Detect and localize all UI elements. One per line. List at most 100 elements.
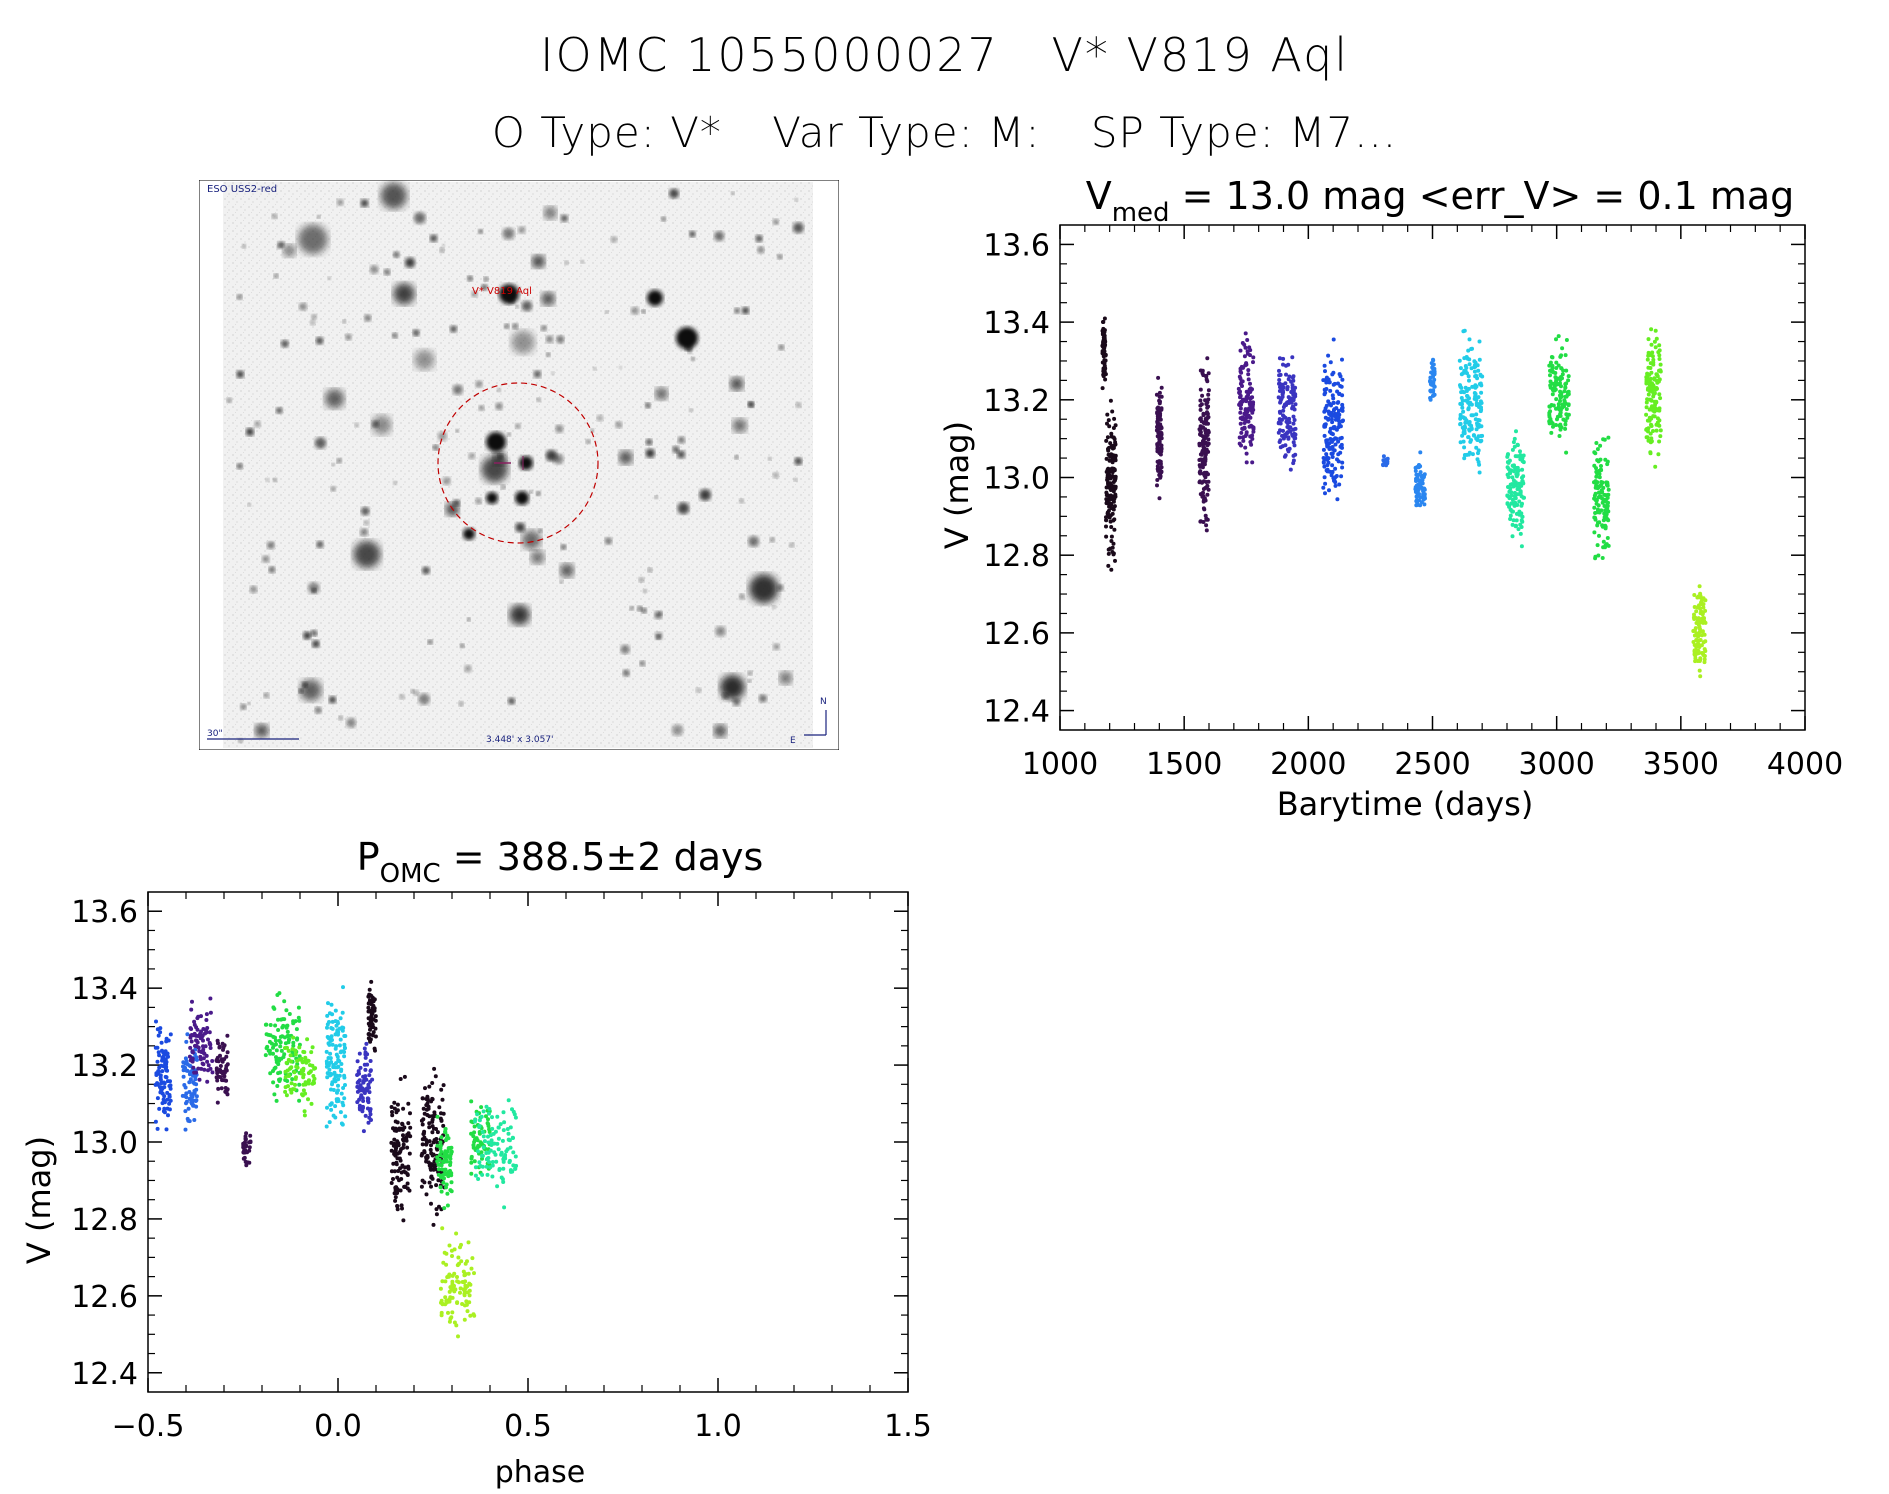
- data-point: [155, 1059, 160, 1064]
- star: [553, 453, 564, 465]
- data-point: [1283, 443, 1288, 448]
- star: [555, 424, 564, 433]
- data-point: [1287, 446, 1292, 451]
- data-point: [218, 1064, 223, 1068]
- data-point: [188, 1045, 193, 1050]
- data-point: [1331, 382, 1336, 387]
- data-point: [1416, 472, 1421, 477]
- data-point: [1197, 470, 1202, 475]
- data-point: [284, 1060, 289, 1065]
- data-point: [1692, 652, 1697, 657]
- star: [699, 489, 711, 501]
- data-point: [1651, 360, 1656, 365]
- data-point: [338, 1037, 343, 1042]
- data-point: [1201, 479, 1206, 484]
- data-point: [1699, 600, 1703, 605]
- finder-sky: [223, 182, 813, 748]
- data-point: [1199, 452, 1204, 457]
- data-point: [445, 1133, 450, 1138]
- data-point: [294, 1075, 298, 1080]
- data-point: [219, 1057, 224, 1062]
- data-point: [325, 1022, 330, 1027]
- data-point: [1106, 551, 1111, 556]
- data-point: [1238, 366, 1243, 371]
- data-point: [1646, 350, 1651, 355]
- data-point: [305, 1037, 310, 1042]
- star: [504, 323, 510, 329]
- data-point: [196, 1066, 201, 1071]
- data-point: [446, 1174, 451, 1179]
- data-point: [1645, 387, 1650, 392]
- data-point: [1477, 462, 1482, 467]
- data-point: [1554, 397, 1559, 402]
- data-point: [1592, 450, 1597, 455]
- data-point: [214, 1066, 219, 1071]
- star: [536, 491, 541, 496]
- data-point: [1337, 482, 1342, 487]
- data-point: [1113, 474, 1118, 479]
- data-point: [443, 1295, 448, 1300]
- data-point: [1251, 360, 1255, 365]
- data-point: [1651, 408, 1655, 413]
- data-point: [406, 1101, 411, 1106]
- data-point: [396, 1169, 401, 1173]
- star: [502, 227, 515, 240]
- data-point: [1107, 458, 1112, 463]
- data-point: [437, 1158, 442, 1163]
- data-point: [390, 1113, 395, 1118]
- data-point: [1246, 392, 1251, 397]
- star: [637, 606, 643, 612]
- data-point: [1100, 343, 1105, 348]
- star: [478, 229, 483, 234]
- y-tick-label: 13.2: [71, 1049, 138, 1084]
- star: [777, 254, 783, 260]
- object-type: O Type: V*: [491, 108, 722, 157]
- data-point: [340, 1010, 345, 1015]
- data-point: [1466, 406, 1471, 411]
- star: [393, 480, 398, 485]
- data-point: [448, 1285, 453, 1290]
- data-point: [187, 1054, 192, 1059]
- data-point: [1469, 413, 1474, 418]
- data-point: [1554, 406, 1558, 411]
- data-point: [1321, 459, 1326, 464]
- data-point: [427, 1114, 432, 1119]
- data-point: [301, 1088, 306, 1093]
- data-point: [1462, 456, 1467, 461]
- data-point: [1479, 390, 1484, 395]
- data-point: [454, 1231, 459, 1236]
- data-point: [479, 1114, 484, 1119]
- data-point: [194, 1070, 199, 1075]
- light-curve-title: Vmed = 13.0 mag <err_V> = 0.1 mag: [1086, 174, 1795, 228]
- data-point: [360, 1086, 365, 1091]
- data-point: [1418, 470, 1423, 475]
- data-point: [1519, 511, 1524, 516]
- data-point: [1106, 482, 1111, 487]
- data-point: [183, 1085, 188, 1090]
- data-point: [1243, 445, 1248, 450]
- finder-image: ESO USS2-red V* V819 Aql 30" 3.448' x 3.…: [199, 180, 839, 750]
- star: [314, 437, 327, 449]
- data-point: [161, 1058, 166, 1063]
- data-point: [1246, 419, 1251, 424]
- data-point: [287, 1037, 292, 1042]
- data-point: [1251, 429, 1256, 434]
- data-point: [291, 1021, 296, 1026]
- star: [458, 701, 464, 707]
- star: [271, 213, 278, 219]
- data-point: [1697, 630, 1702, 634]
- data-point: [325, 1075, 330, 1080]
- data-point: [444, 1262, 449, 1267]
- data-point: [1336, 381, 1340, 386]
- data-point: [1514, 523, 1518, 528]
- data-point: [496, 1125, 501, 1130]
- data-point: [1547, 363, 1552, 368]
- data-point: [1600, 480, 1605, 485]
- data-point: [450, 1295, 455, 1300]
- data-point: [433, 1167, 438, 1172]
- data-point: [1563, 419, 1568, 423]
- star: [267, 541, 275, 549]
- data-point: [1156, 375, 1161, 380]
- data-point: [1657, 406, 1662, 411]
- data-point: [442, 1250, 447, 1255]
